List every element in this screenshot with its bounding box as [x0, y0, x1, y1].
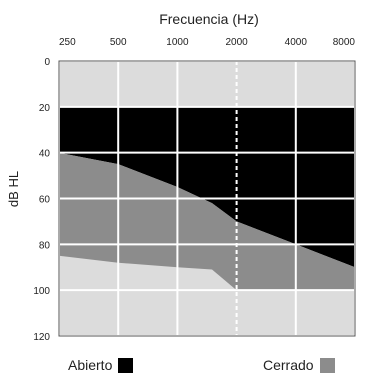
- audiogram-chart: Frecuencia (Hz) dB HL 0 20 40 60 80 100 120 250…: [6, 11, 356, 343]
- plot-area: 0 20 40 60 80 100 120 250 500 1000 2000 4000 8000: [33, 37, 356, 343]
- legend-item-cerrado: Cerrado: [263, 357, 335, 373]
- x-tick-label-2000: 2000: [225, 37, 248, 48]
- y-tick-label-60: 60: [39, 195, 51, 206]
- legend-label-cerrado: Cerrado: [263, 357, 314, 373]
- y-tick-label-0: 0: [44, 57, 50, 68]
- series-area-cerrado: [59, 152, 355, 291]
- x-tick-label-500: 500: [110, 37, 127, 48]
- plot-border: [58, 60, 356, 337]
- x-tick-label-8000: 8000: [333, 37, 356, 48]
- series-area-abierto: [59, 106, 355, 268]
- x-tick-label-250: 250: [59, 37, 76, 48]
- legend-swatch-cerrado: [319, 357, 335, 373]
- legend-swatch-abierto: [118, 357, 134, 373]
- y-tick-label-20: 20: [39, 103, 51, 114]
- y-tick-label-80: 80: [39, 240, 51, 251]
- y-tick-label-100: 100: [33, 286, 50, 297]
- y-axis-label: dB HL: [6, 171, 21, 207]
- x-axis-label: Frecuencia (Hz): [159, 11, 259, 27]
- x-tick-label-1000: 1000: [166, 37, 189, 48]
- x-tick-label-4000: 4000: [285, 37, 308, 48]
- legend-item-abierto: Abierto: [68, 357, 134, 373]
- legend-label-abierto: Abierto: [68, 357, 113, 373]
- y-tick-label-40: 40: [39, 149, 51, 160]
- y-tick-label-120: 120: [33, 332, 50, 343]
